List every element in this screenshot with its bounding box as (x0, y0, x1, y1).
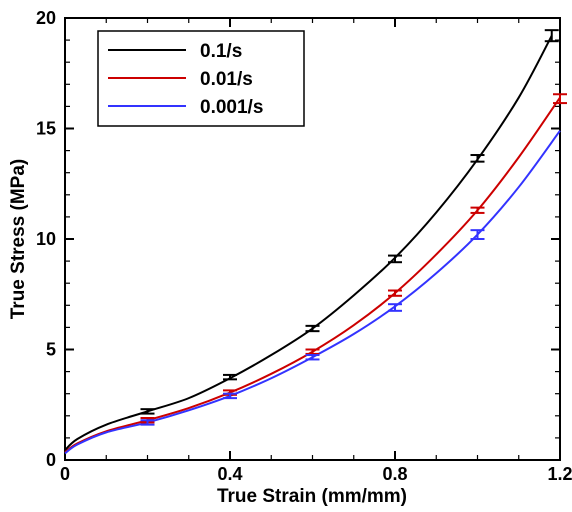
error-bars (140, 29, 567, 426)
legend-label: 0.01/s (200, 69, 253, 90)
x-tick-label: 0.8 (382, 464, 407, 484)
error-bar (305, 354, 320, 361)
error-bar (388, 289, 402, 297)
series-line-1 (64, 96, 561, 454)
y-tick-label: 10 (36, 229, 56, 249)
legend-entries: 0.1/s 0.01/s 0.001/s (108, 41, 263, 118)
error-bar (553, 93, 567, 105)
legend-label: 0.1/s (200, 41, 242, 62)
error-bar (544, 29, 559, 43)
y-tick-label: 15 (36, 119, 56, 139)
x-tick-label: 0 (60, 464, 70, 484)
error-bar (470, 154, 485, 163)
tick-marks (64, 17, 561, 461)
error-bar (388, 303, 402, 312)
error-bar (470, 229, 485, 240)
error-bar (305, 324, 320, 333)
error-bar (223, 392, 237, 400)
y-tick-label: 5 (46, 340, 56, 360)
error-bar (305, 348, 320, 355)
legend-label: 0.001/s (200, 97, 263, 118)
x-tick-label: 1.2 (547, 464, 572, 484)
y-tick-labels: 0 5 10 15 20 (36, 8, 56, 470)
error-bar (388, 254, 402, 264)
y-axis-label: True Stress (MPa) (8, 159, 29, 320)
x-tick-labels: 0 0.4 0.8 1.2 (60, 464, 572, 484)
error-bar (470, 206, 485, 214)
error-bar (140, 408, 155, 415)
x-tick-label: 0.4 (217, 464, 242, 484)
error-bar (223, 373, 237, 381)
x-axis-label: True Strain (mm/mm) (217, 486, 407, 507)
legend: 0.1/s 0.01/s 0.001/s (97, 30, 305, 127)
series-line-2 (64, 130, 561, 455)
y-tick-label: 20 (36, 8, 56, 28)
error-bar (140, 419, 155, 426)
y-tick-label: 0 (46, 450, 56, 470)
